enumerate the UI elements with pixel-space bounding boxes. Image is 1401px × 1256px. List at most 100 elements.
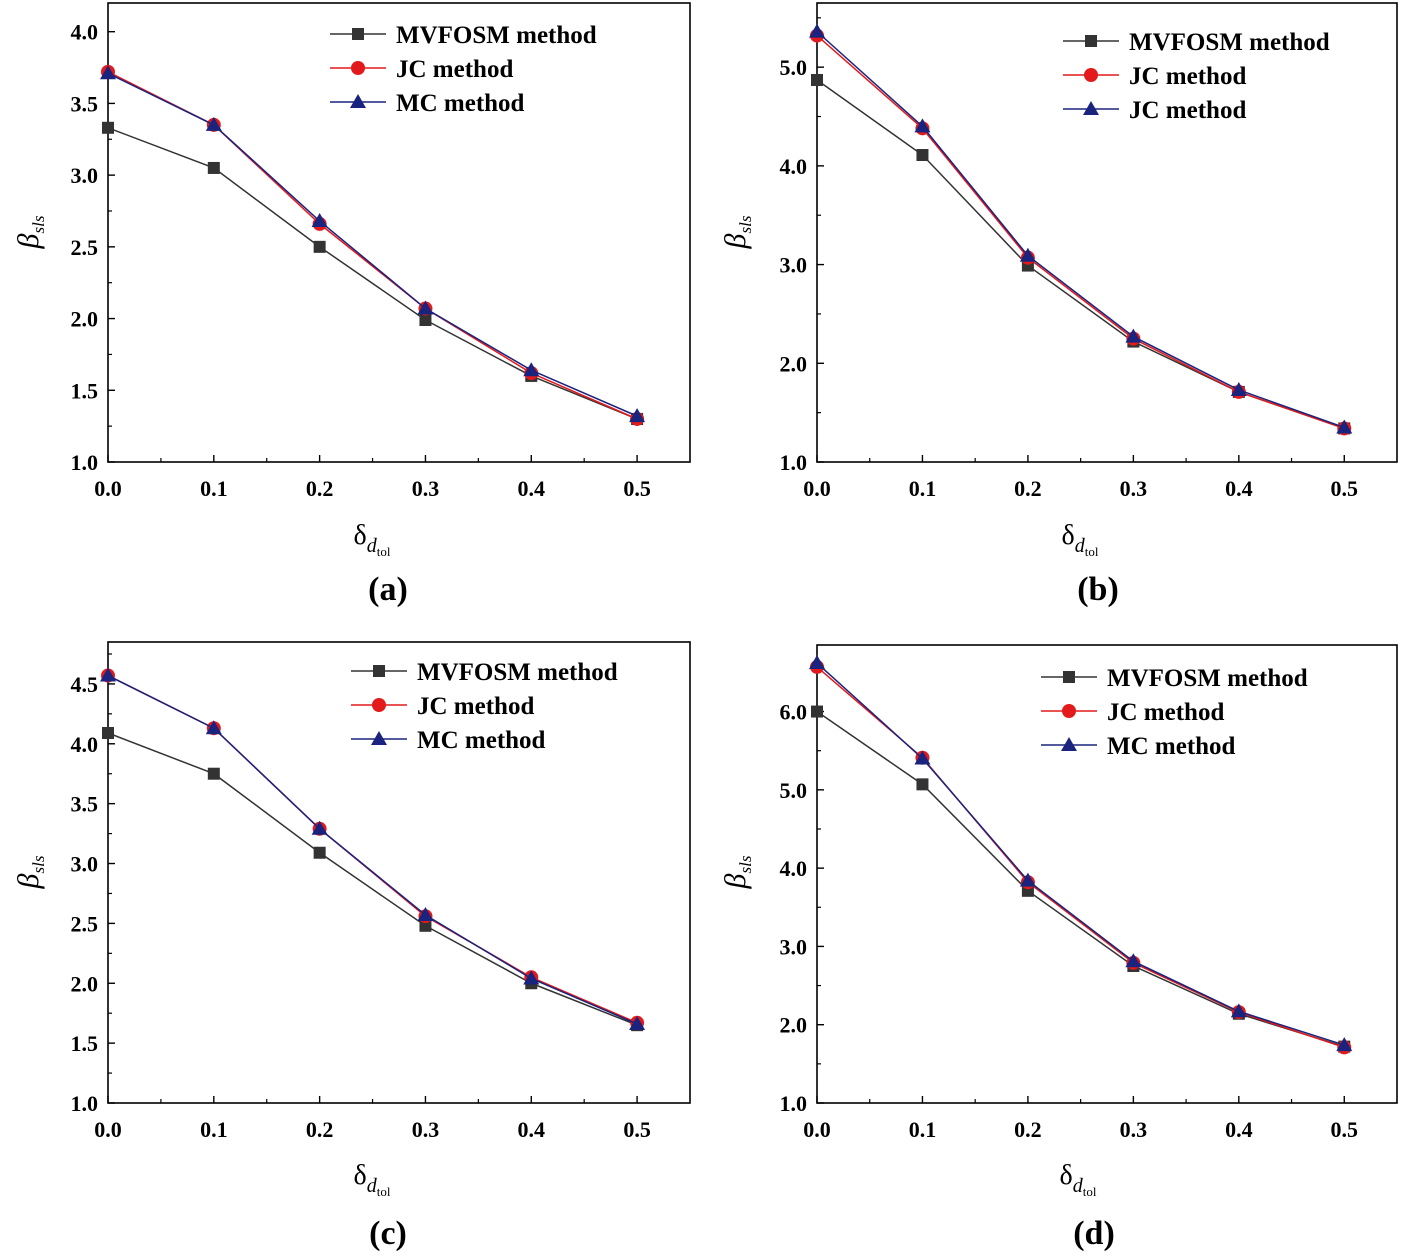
panel-label: (b) (1077, 571, 1119, 608)
series-line (107, 732, 638, 1026)
x-tick-label: 0.3 (1120, 476, 1148, 501)
legend-label: JC method (1129, 63, 1246, 90)
legend-label: MC method (396, 90, 525, 117)
series-circle (101, 64, 645, 426)
data-point-square (916, 778, 929, 791)
series-circle (101, 668, 645, 1030)
data-point-triangle (1125, 953, 1142, 968)
x-tick-label: 0.5 (1331, 1117, 1359, 1142)
y-tick-label: 4.0 (71, 20, 99, 45)
y-tick-label: 1.0 (71, 450, 99, 475)
y-tick-label: 2.5 (71, 235, 99, 260)
data-point-square (207, 161, 220, 174)
series-line (107, 72, 638, 417)
y-axis-symbol: β (12, 873, 45, 889)
data-point-triangle (1230, 381, 1247, 396)
data-point-square (102, 727, 114, 740)
legend: MVFOSM method JC method JC method (1063, 29, 1330, 124)
series-line (107, 127, 638, 420)
series-triangle (100, 65, 646, 423)
x-axis-symbol: δ (1060, 1160, 1073, 1191)
series-line (107, 674, 638, 1024)
data-point-square (207, 767, 220, 780)
y-tick-label: 3.5 (71, 792, 99, 817)
x-axis-label: δdtol (1060, 1160, 1097, 1199)
plot-frame (816, 644, 1398, 1104)
panel-label: (c) (369, 1215, 407, 1252)
x-tick-label: 0.3 (412, 476, 440, 501)
data-point-square (313, 846, 326, 859)
series-triangle (100, 667, 646, 1030)
legend-label: MVFOSM method (396, 22, 597, 49)
y-tick-label: 4.0 (780, 154, 808, 179)
y-tick-label: 4.0 (71, 732, 99, 757)
y-tick-label: 3.5 (71, 91, 99, 116)
series-square (102, 727, 644, 1032)
legend-label: JC method (417, 693, 534, 720)
y-axis-label: βsls (12, 215, 48, 249)
x-axis-symbol: δ (1062, 520, 1075, 551)
data-point-triangle (629, 408, 646, 423)
legend-marker-circle (1084, 68, 1098, 82)
legend: MVFOSM method JC method MC method (351, 659, 618, 754)
x-tick-label: 0.4 (1225, 476, 1253, 501)
data-point-triangle (809, 23, 825, 38)
legend-label: JC method (396, 56, 513, 83)
data-point-triangle (809, 655, 825, 670)
y-tick-label: 2.5 (71, 911, 99, 936)
plot-frame (107, 641, 691, 1104)
series-line (816, 79, 1345, 430)
data-point-triangle (629, 1015, 646, 1030)
x-axis-subsubscript: tol (1083, 1184, 1097, 1199)
y-tick-label: 2.0 (780, 1013, 808, 1038)
y-axis-subscript: sls (736, 855, 755, 873)
y-tick-label: 3.0 (780, 934, 808, 959)
y-tick-label: 3.0 (71, 852, 99, 877)
x-tick-label: 0.4 (518, 1117, 546, 1142)
legend-marker-triangle (1083, 101, 1099, 115)
x-axis-label: δdtol (1062, 520, 1099, 559)
y-tick-label: 6.0 (780, 700, 808, 725)
panel-c: 0.0 0.1 0.2 0.3 0.4 0.5 1.0 1.5 2.0 2.5 3.0 3.5 4.0 4… (12, 641, 691, 1252)
x-tick-label: 0.1 (200, 476, 228, 501)
series-square (811, 705, 1351, 1053)
data-point-triangle (205, 720, 222, 735)
series-circle (810, 28, 1352, 436)
data-point-square (419, 313, 432, 326)
legend-label: MVFOSM method (1107, 665, 1308, 692)
data-point-triangle (311, 820, 328, 835)
y-axis-label: βsls (12, 855, 48, 889)
series-line (816, 662, 1345, 1046)
y-tick-label: 2.0 (71, 307, 99, 332)
legend-label: MVFOSM method (1129, 29, 1330, 56)
x-tick-label: 0.0 (803, 476, 831, 501)
y-axis-label: βsls (719, 215, 755, 249)
legend-marker-triangle (1061, 737, 1077, 751)
legend-marker-circle (372, 698, 386, 712)
y-axis-label: βsls (719, 855, 755, 889)
data-point-triangle (523, 970, 540, 985)
plot-frame (816, 2, 1398, 463)
panel-d: 0.0 0.1 0.2 0.3 0.4 0.5 1.0 2.0 3.0 4.0 5.0 6.0 MVFO… (719, 644, 1398, 1252)
x-axis-subsubscript: tol (377, 544, 391, 559)
y-axis-subscript: sls (29, 215, 48, 233)
x-tick-label: 0.5 (1331, 476, 1359, 501)
series-square (102, 121, 644, 425)
y-axis-symbol: β (719, 233, 752, 249)
x-axis-subscript: d (1073, 1175, 1084, 1197)
legend-marker-circle (351, 61, 365, 75)
y-tick-label: 1.0 (780, 1091, 808, 1116)
y-tick-label: 1.5 (71, 1031, 99, 1056)
x-tick-label: 0.2 (1014, 1117, 1042, 1142)
x-axis-subsubscript: tol (377, 1184, 391, 1199)
data-point-square (811, 73, 823, 86)
legend: MVFOSM method JC method MC method (1041, 665, 1308, 760)
series-line (816, 710, 1345, 1048)
data-point-square (419, 919, 432, 932)
y-tick-label: 2.0 (71, 971, 99, 996)
x-tick-label: 0.0 (803, 1117, 831, 1142)
series-line (816, 666, 1345, 1049)
data-point-triangle (1125, 328, 1142, 343)
series-square (811, 73, 1351, 435)
legend-label: JC method (1107, 699, 1224, 726)
